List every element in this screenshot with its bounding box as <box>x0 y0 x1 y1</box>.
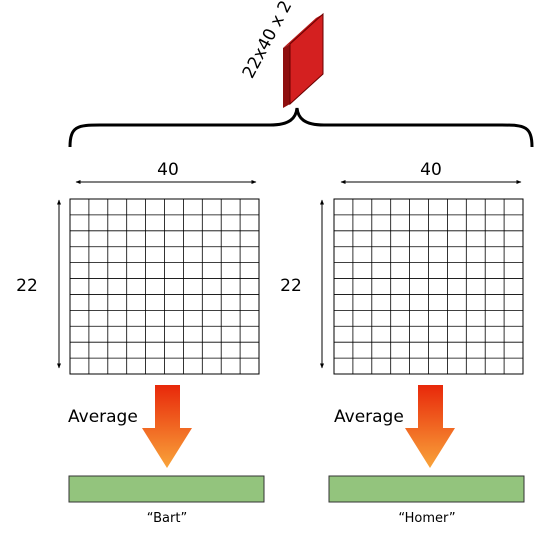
average-label: Average <box>68 407 138 427</box>
output-bar <box>68 475 265 503</box>
panel-bart: 40 22 Average “Bart” <box>16 160 265 526</box>
tensor-block <box>283 12 324 108</box>
average-label: Average <box>334 407 404 427</box>
width-label: 40 <box>420 160 442 180</box>
height-label: 22 <box>280 276 302 296</box>
average-arrow <box>405 385 455 468</box>
output-bar <box>328 475 525 503</box>
average-arrow <box>142 385 192 468</box>
output-label: “Homer” <box>398 511 455 526</box>
width-label: 40 <box>157 160 179 180</box>
panel-homer: 40 22 Average “Homer” <box>280 160 525 526</box>
grid <box>69 198 260 375</box>
grid <box>333 198 524 375</box>
tensor-block-side <box>283 44 290 108</box>
height-label: 22 <box>16 276 38 296</box>
tensor-block-front <box>289 12 324 106</box>
output-label: “Bart” <box>147 511 187 526</box>
grouping-brace <box>68 107 534 148</box>
